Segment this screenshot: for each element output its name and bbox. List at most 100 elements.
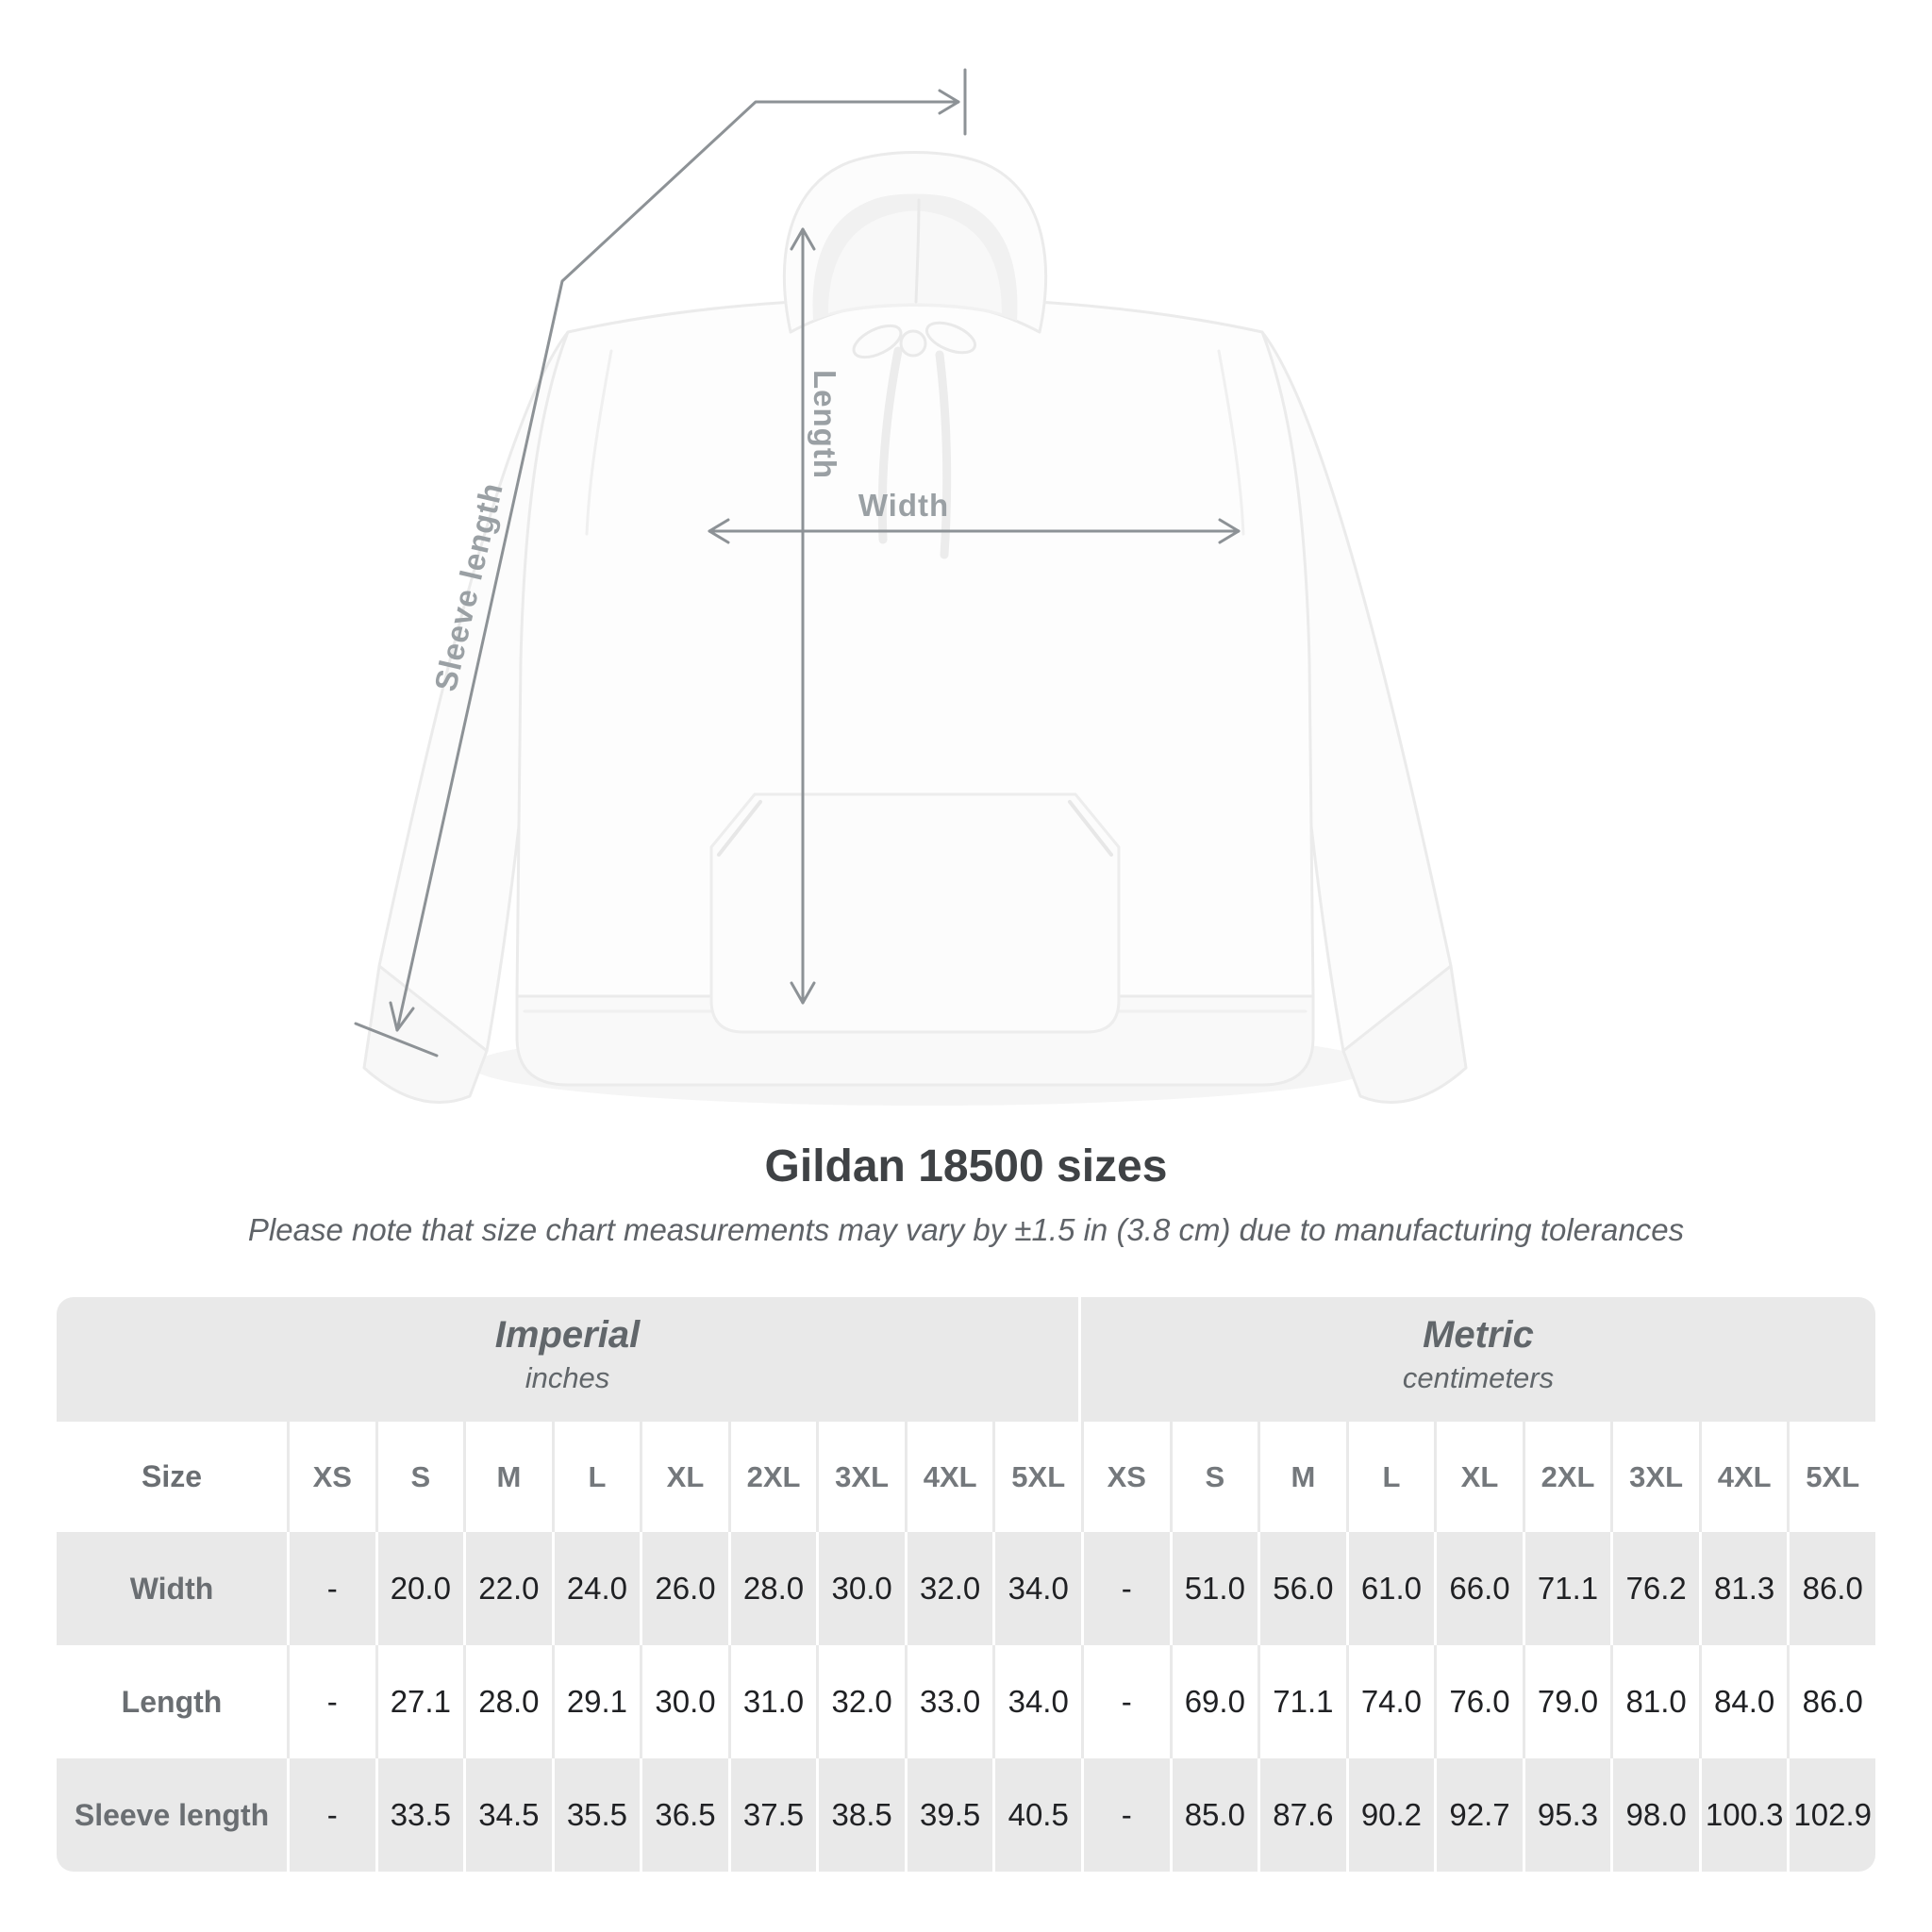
hoodie-hood-seam xyxy=(914,198,921,304)
length-arrowhead-bottom xyxy=(790,981,816,1005)
measurement-cell-imperial: - xyxy=(287,1532,375,1645)
units-band: Imperial inches Metric centimeters xyxy=(57,1297,1875,1422)
size-header-metric: M xyxy=(1257,1422,1346,1532)
hoodie-bow-knot xyxy=(899,329,927,358)
hoodie-right-cuff xyxy=(1341,964,1468,1104)
imperial-title: Imperial xyxy=(494,1314,641,1356)
measurement-cell-metric: 90.2 xyxy=(1345,1758,1435,1872)
measurement-cell-metric: 98.0 xyxy=(1610,1758,1699,1872)
measurement-cell-metric: - xyxy=(1081,1645,1170,1758)
size-header-imperial: M xyxy=(463,1422,552,1532)
hoodie-bow-loop-right xyxy=(924,321,977,355)
measurement-cell-imperial: 35.5 xyxy=(551,1758,641,1872)
hoodie-pocket-opening-right xyxy=(1068,800,1113,857)
row-label: Width xyxy=(57,1532,287,1645)
measurement-cell-metric: 85.0 xyxy=(1169,1758,1258,1872)
size-table: Imperial inches Metric centimeters Size X… xyxy=(57,1297,1875,1872)
measurement-cell-imperial: 30.0 xyxy=(640,1645,728,1758)
measurement-cell-imperial: - xyxy=(287,1645,375,1758)
measurement-cell-metric: 79.0 xyxy=(1522,1645,1611,1758)
size-header-imperial: 4XL xyxy=(904,1422,993,1532)
measurement-cell-metric: 87.6 xyxy=(1257,1758,1346,1872)
measurement-cell-metric: 86.0 xyxy=(1787,1532,1875,1645)
measurement-cell-imperial: 34.0 xyxy=(992,1645,1081,1758)
hoodie-hood-inner-back xyxy=(828,210,1002,313)
measurement-cell-imperial: 36.5 xyxy=(640,1758,728,1872)
measurement-cell-metric: 71.1 xyxy=(1522,1532,1611,1645)
measurement-cell-imperial: 32.0 xyxy=(904,1532,993,1645)
measurement-cell-imperial: 32.0 xyxy=(816,1645,905,1758)
measurement-cell-imperial: 27.1 xyxy=(375,1645,464,1758)
size-header-metric: 4XL xyxy=(1698,1422,1788,1532)
size-header-metric: 5XL xyxy=(1787,1422,1875,1532)
sleeve-arrowhead-bottom xyxy=(389,1001,415,1032)
measurement-cell-metric: 100.3 xyxy=(1698,1758,1788,1872)
hoodie-left-cuff xyxy=(362,964,489,1104)
measurement-cell-imperial: 33.5 xyxy=(375,1758,464,1872)
measurement-cell-metric: 81.0 xyxy=(1610,1645,1699,1758)
size-header-metric: XL xyxy=(1434,1422,1523,1532)
measurement-cell-imperial: 29.1 xyxy=(551,1645,641,1758)
measurement-cell-metric: 76.0 xyxy=(1434,1645,1523,1758)
measurement-cell-metric: 84.0 xyxy=(1698,1645,1788,1758)
size-header-metric: S xyxy=(1169,1422,1258,1532)
imperial-band: Imperial inches xyxy=(57,1297,1081,1422)
measurement-cell-metric: 69.0 xyxy=(1169,1645,1258,1758)
measurement-cell-metric: 56.0 xyxy=(1257,1532,1346,1645)
size-column-header: Size xyxy=(57,1422,287,1532)
measurement-cell-metric: 86.0 xyxy=(1787,1645,1875,1758)
hoodie-drawstring-left xyxy=(877,346,903,544)
measurement-cell-imperial: 24.0 xyxy=(551,1532,641,1645)
measurement-cell-metric: 71.1 xyxy=(1257,1645,1346,1758)
size-header-imperial: S xyxy=(375,1422,464,1532)
hoodie-bow-loop-left xyxy=(852,324,903,359)
measurement-cell-imperial: 28.0 xyxy=(727,1532,817,1645)
size-header-imperial: 3XL xyxy=(816,1422,905,1532)
measurement-cell-metric: 61.0 xyxy=(1345,1532,1435,1645)
measurement-cell-imperial: 22.0 xyxy=(463,1532,552,1645)
measurement-cell-imperial: 20.0 xyxy=(375,1532,464,1645)
measurement-cell-imperial: 26.0 xyxy=(640,1532,728,1645)
size-header-imperial: 2XL xyxy=(727,1422,817,1532)
size-header-metric: 3XL xyxy=(1610,1422,1699,1532)
size-header-imperial: L xyxy=(551,1422,641,1532)
size-header-imperial: XL xyxy=(640,1422,728,1532)
measurement-cell-metric: 76.2 xyxy=(1610,1532,1699,1645)
measurement-cell-metric: 66.0 xyxy=(1434,1532,1523,1645)
measurement-cell-metric: 74.0 xyxy=(1345,1645,1435,1758)
sleeve-arrowhead-top xyxy=(938,89,960,115)
measurement-cell-imperial: 38.5 xyxy=(816,1758,905,1872)
size-header-metric: 2XL xyxy=(1522,1422,1611,1532)
hoodie-figure xyxy=(354,68,1468,1104)
measurement-cell-imperial: 30.0 xyxy=(816,1532,905,1645)
measurement-cell-imperial: 31.0 xyxy=(727,1645,817,1758)
size-header-metric: XS xyxy=(1081,1422,1170,1532)
hoodie-pocket xyxy=(709,792,1121,1034)
measurement-cell-imperial: 33.0 xyxy=(904,1645,993,1758)
length-arrowhead-top xyxy=(790,227,816,251)
measurement-cell-imperial: 39.5 xyxy=(904,1758,993,1872)
measurement-cell-metric: 102.9 xyxy=(1787,1758,1875,1872)
width-arrowhead-right xyxy=(1218,518,1241,544)
imperial-unit: inches xyxy=(525,1361,610,1394)
page-title: Gildan 18500 sizes xyxy=(764,1141,1168,1191)
hoodie-armhole-seam-right xyxy=(1217,349,1245,536)
width-annotation-label: Width xyxy=(858,488,950,523)
tolerance-note: Please note that size chart measurements… xyxy=(247,1212,1685,1247)
hoodie-pocket-opening-left xyxy=(717,800,762,857)
length-annotation-label: Length xyxy=(808,370,842,479)
measurement-cell-metric: 95.3 xyxy=(1522,1758,1611,1872)
measurement-cell-imperial: 34.5 xyxy=(463,1758,552,1872)
size-header-imperial: 5XL xyxy=(992,1422,1081,1532)
measurement-cell-imperial: - xyxy=(287,1758,375,1872)
row-label: Length xyxy=(57,1645,287,1758)
measurement-cell-metric: 92.7 xyxy=(1434,1758,1523,1872)
measurement-cell-metric: - xyxy=(1081,1758,1170,1872)
sleeve-end-tick xyxy=(354,1022,439,1058)
measurement-cell-imperial: 34.0 xyxy=(992,1532,1081,1645)
measurement-cell-imperial: 28.0 xyxy=(463,1645,552,1758)
hoodie-armhole-seam-left xyxy=(585,349,613,536)
measurement-cell-metric: - xyxy=(1081,1532,1170,1645)
measurement-cell-metric: 81.3 xyxy=(1698,1532,1788,1645)
